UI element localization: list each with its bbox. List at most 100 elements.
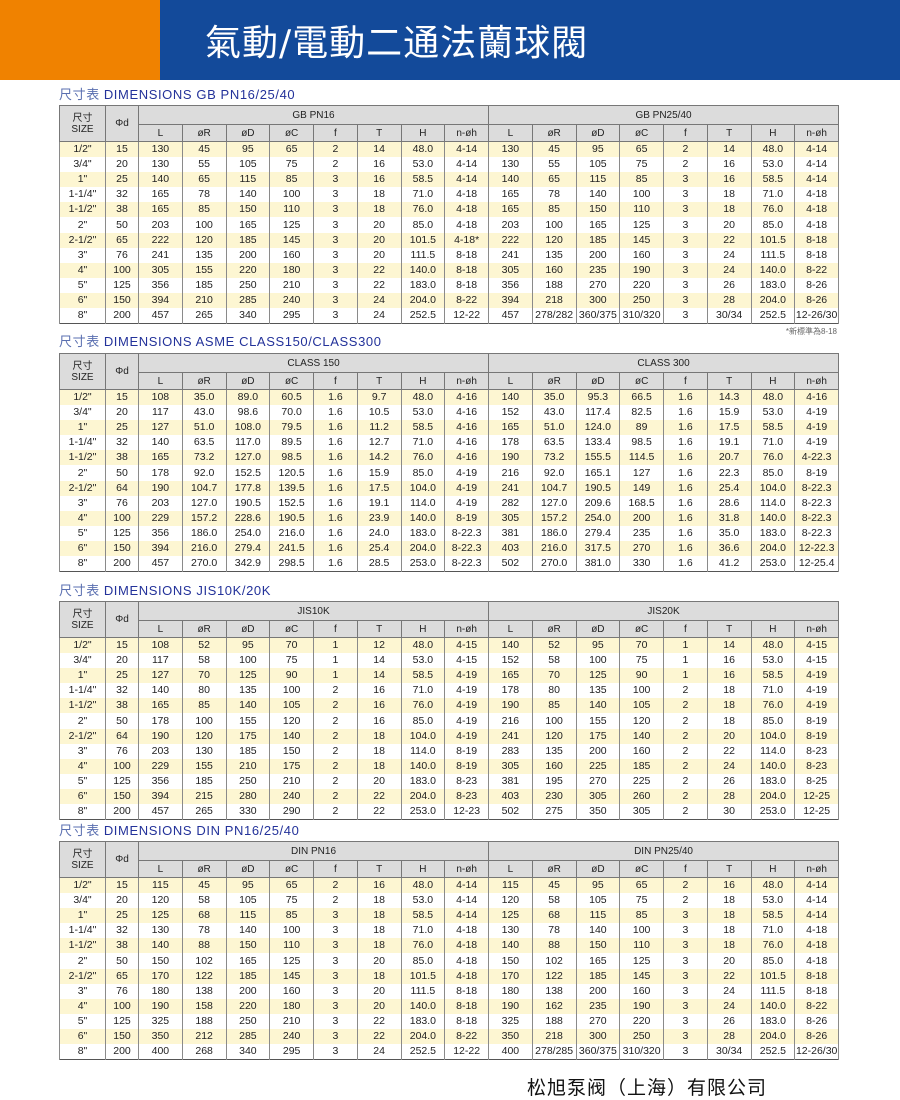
value-cell: 305 <box>488 510 533 526</box>
value-cell: 16 <box>356 877 402 894</box>
value-cell: 140.0 <box>750 758 796 774</box>
value-cell: 95 <box>575 637 621 654</box>
value-cell: 20 <box>356 247 402 263</box>
header-row: 尺寸 SIZE Φd DIN PN16 DIN PN25/40 <box>59 841 840 878</box>
value-cell: 70 <box>531 668 577 684</box>
value-cell: 12 <box>356 637 402 654</box>
value-cell: 216 <box>488 465 533 481</box>
value-cell: 253.0 <box>750 556 796 572</box>
value-cell: 2 <box>313 804 358 820</box>
value-cell: 24 <box>356 292 402 309</box>
value-cell: 8-22.3 <box>794 495 840 511</box>
phid-cell: 76 <box>105 983 139 999</box>
value-cell: 1.6 <box>663 465 708 481</box>
value-cell: 150 <box>138 953 183 969</box>
value-cell: 200 <box>575 983 621 999</box>
value-cell: 12-25 <box>794 804 839 820</box>
value-cell: 55 <box>181 157 227 173</box>
value-cell: 14 <box>356 668 402 684</box>
value-cell: 253.0 <box>400 804 446 820</box>
value-cell: 145 <box>619 968 665 984</box>
value-cell: 58 <box>531 653 577 669</box>
table-row: 2-1/2" 64 190 104.7 177.8 139.5 1.6 17.5 104.0 4-… <box>59 480 840 496</box>
value-cell: 2 <box>313 713 358 729</box>
value-cell: 76.0 <box>400 202 446 218</box>
phid-header: Φd <box>105 105 139 142</box>
value-cell: 20 <box>356 232 402 248</box>
value-cell: 111.5 <box>400 247 446 263</box>
value-cell: 183.0 <box>750 277 796 293</box>
value-cell: 2 <box>313 893 358 909</box>
value-cell: 188 <box>531 1013 577 1029</box>
size-cell: 8" <box>59 556 106 572</box>
value-cell: 18 <box>706 893 752 909</box>
value-cell: 1 <box>663 653 708 669</box>
column-header: f <box>313 372 358 390</box>
value-cell: 130 <box>488 157 533 173</box>
value-cell: 4-18 <box>444 217 489 233</box>
size-cell: 1" <box>59 668 106 684</box>
value-cell: 381 <box>488 525 533 541</box>
value-cell: 183.0 <box>750 1013 796 1029</box>
phid-cell: 50 <box>105 713 139 729</box>
value-cell: 3 <box>663 998 708 1014</box>
value-cell: 41.2 <box>706 556 752 572</box>
value-cell: 28.6 <box>706 495 752 511</box>
value-cell: 2 <box>663 773 708 789</box>
value-cell: 55 <box>531 157 577 173</box>
value-cell: 95 <box>575 877 621 894</box>
table-row: 1-1/2" 38 140 88 150 110 3 18 76.0 4-18 140 88 150 11… <box>59 938 840 954</box>
phid-cell: 200 <box>105 308 139 324</box>
value-cell: 18 <box>356 908 402 924</box>
value-cell: 52 <box>181 637 227 654</box>
header-row: 尺寸 SIZE Φd CLASS 150 CLASS 300 <box>59 353 840 390</box>
value-cell: 4-18 <box>794 923 840 939</box>
value-cell: 135 <box>225 683 271 699</box>
value-cell: 70.0 <box>269 405 314 421</box>
value-cell: 85.0 <box>750 465 796 481</box>
size-label-cn: 尺寸 <box>72 848 93 860</box>
table-row: 1-1/4" 32 140 80 135 100 2 16 71.0 4-19 178 80 135 10… <box>59 683 839 699</box>
value-cell: 283 <box>488 743 533 759</box>
table-row: 1/2" 15 115 45 95 65 2 16 48.0 4-14 115 45 95 65 2 16 48… <box>59 877 840 894</box>
column-header: T <box>706 372 752 390</box>
value-cell: 100 <box>269 187 314 203</box>
value-cell: 3 <box>313 998 358 1014</box>
value-cell: 76.0 <box>400 698 446 714</box>
value-cell: 48.0 <box>400 141 446 158</box>
column-header: øC <box>619 372 665 390</box>
column-header: øD <box>575 860 621 878</box>
value-cell: 71.0 <box>400 435 446 451</box>
value-cell: 270.0 <box>181 556 227 572</box>
value-cell: 75 <box>619 653 664 669</box>
value-cell: 2 <box>313 758 358 774</box>
value-cell: 4-15 <box>794 653 839 669</box>
size-cell: 5" <box>59 773 106 789</box>
value-cell: 155 <box>225 713 271 729</box>
column-header: n-øh <box>444 124 489 142</box>
column-header: L <box>138 372 183 390</box>
column-header: H <box>400 124 446 142</box>
value-cell: 240 <box>269 1028 314 1045</box>
value-cell: 2 <box>663 141 708 158</box>
value-cell: 270.0 <box>531 556 577 572</box>
group-header: DIN PN25/40 <box>488 841 840 861</box>
value-cell: 4-18 <box>794 217 840 233</box>
value-cell: 45 <box>181 877 227 894</box>
size-cell: 2-1/2" <box>59 480 106 496</box>
value-cell: 305 <box>619 804 664 820</box>
value-cell: 210 <box>269 1013 314 1029</box>
size-cell: 3/4" <box>59 653 106 669</box>
value-cell: 85.0 <box>400 465 446 481</box>
value-cell: 2 <box>313 773 358 789</box>
value-cell: 175 <box>269 758 314 774</box>
value-cell: 18 <box>356 728 402 744</box>
value-cell: 24 <box>356 1044 402 1060</box>
value-cell: 225 <box>619 773 664 789</box>
value-cell: 92.0 <box>531 465 577 481</box>
value-cell: 140 <box>619 728 664 744</box>
value-cell: 35.0 <box>181 389 227 406</box>
value-cell: 279.4 <box>575 525 621 541</box>
phid-cell: 38 <box>105 938 139 954</box>
